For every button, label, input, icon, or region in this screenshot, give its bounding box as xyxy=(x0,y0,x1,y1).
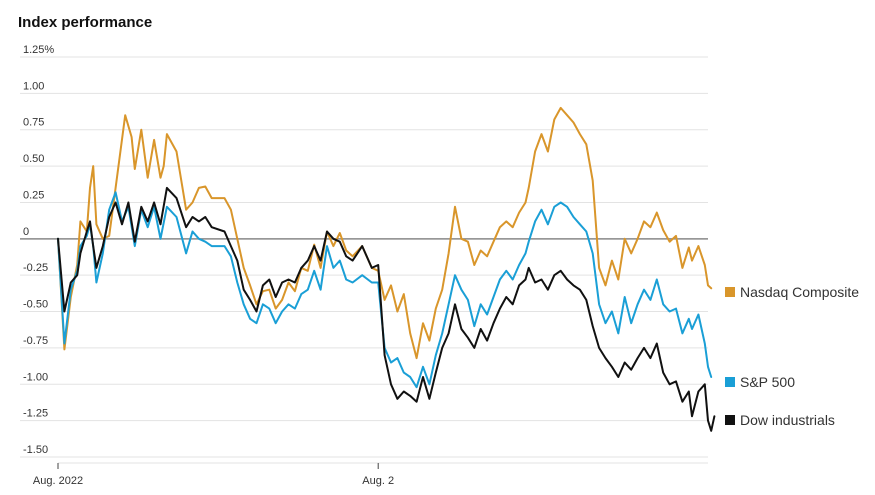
series-line-nasdaq-composite xyxy=(57,106,713,360)
legend: Nasdaq Composite S&P 500 Dow industrials xyxy=(725,284,859,428)
legend-swatch xyxy=(725,377,735,387)
legend-swatch xyxy=(725,287,735,297)
y-tick-label: -1.50 xyxy=(23,444,48,456)
legend-swatch xyxy=(725,415,735,425)
grid-lines xyxy=(20,56,708,458)
legend-label: Dow industrials xyxy=(740,412,835,428)
y-tick-label: 0.75 xyxy=(23,117,44,129)
legend-label: S&P 500 xyxy=(740,374,795,390)
x-tick-label: Aug. 2 xyxy=(362,475,394,487)
y-tick-label: -0.25 xyxy=(23,262,48,274)
y-tick-label: 1.00 xyxy=(23,80,44,92)
y-tick-label: 0.50 xyxy=(23,153,44,165)
y-tick-label: -1.25 xyxy=(23,408,48,420)
y-tick-label: -0.50 xyxy=(23,299,48,311)
x-tick-label: Aug. 2022 xyxy=(33,475,83,487)
y-tick-label: 0.25 xyxy=(23,189,44,201)
series-line-s-p-500 xyxy=(57,191,713,389)
chart-title: Index performance xyxy=(18,14,153,31)
series-lines xyxy=(57,106,716,432)
series-line-dow-industrials xyxy=(57,186,716,432)
y-tick-label: -1.00 xyxy=(23,371,48,383)
y-tick-label: 0 xyxy=(23,226,29,238)
y-axis: 1.25% 1.00 0.75 0.50 0.25 0 -0.25 -0.50 -0.75 -1.… xyxy=(23,44,54,456)
y-tick-label: 1.25% xyxy=(23,44,54,56)
y-tick-label: -0.75 xyxy=(23,335,48,347)
x-axis: Aug. 2022 Aug. 2 xyxy=(33,462,708,487)
legend-label: Nasdaq Composite xyxy=(740,284,859,300)
